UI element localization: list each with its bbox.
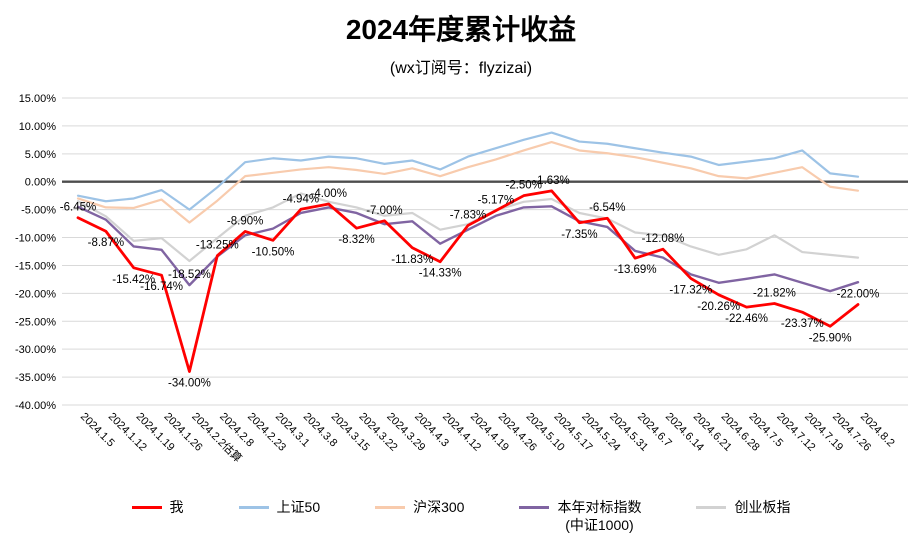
legend-item-3: 本年对标指数 (中证1000) — [519, 498, 641, 534]
legend-line-swatch — [519, 506, 550, 509]
y-axis-tick-label: -25.00% — [15, 316, 56, 328]
point-label-series-0: -13.25% — [196, 240, 239, 252]
point-label-series-0: -2.50% — [505, 180, 541, 192]
legend-label-wrap: 上证50 — [277, 498, 321, 516]
legend-line-swatch — [696, 506, 727, 509]
legend-line-swatch — [131, 506, 162, 509]
series-line-0 — [76, 189, 860, 373]
y-axis-tick-label: -20.00% — [15, 288, 56, 300]
legend-sublabel: (中证1000) — [565, 517, 634, 533]
point-label-series-0: -20.26% — [697, 301, 740, 313]
y-axis-tick-label: 5.00% — [25, 149, 56, 161]
y-axis-tick-label: -35.00% — [15, 372, 56, 384]
point-label-series-3: -18.52% — [168, 269, 211, 281]
point-label-series-0: -22.46% — [725, 313, 768, 325]
point-label-series-0: -10.50% — [252, 246, 295, 258]
series-line-1 — [76, 131, 860, 211]
point-label-series-0: -6.45% — [60, 202, 96, 214]
legend-line-swatch — [238, 506, 269, 509]
legend-item-0: 我 — [131, 498, 184, 516]
point-label-series-0: -22.00% — [837, 289, 880, 301]
point-label-series-0: -5.17% — [478, 195, 514, 207]
legend-label: 本年对标指数 — [557, 499, 642, 515]
point-label-series-0: -6.54% — [589, 202, 625, 214]
point-label-series-0: -23.37% — [781, 318, 824, 330]
y-axis-tick-label: -10.00% — [15, 233, 56, 245]
y-axis-tick-label: -5.00% — [21, 205, 56, 217]
legend-item-2: 沪深300 — [375, 498, 464, 516]
series-line-2 — [76, 140, 860, 224]
point-label-series-0: -34.00% — [168, 378, 211, 390]
legend-label: 上证50 — [276, 499, 321, 515]
y-axis-tick-label: -15.00% — [15, 260, 56, 272]
point-label-series-0: -4.00% — [310, 188, 346, 200]
chart-title: 2024年度累计收益 — [345, 14, 577, 45]
y-axis-tick-label: 0.00% — [25, 177, 56, 189]
point-label-series-0: -16.74% — [140, 281, 183, 293]
legend-item-4: 创业板指 — [696, 498, 790, 516]
legend-item-1: 上证50 — [238, 498, 321, 516]
chart-legend: 我 上证50 沪深300 本年对标指数 (中证1000) 创业板指 — [0, 498, 922, 534]
point-label-series-0: -8.90% — [227, 215, 263, 227]
point-label-series-0: -15.42% — [112, 274, 155, 286]
legend-label-wrap: 创业板指 — [734, 498, 790, 516]
legend-label: 我 — [169, 499, 184, 515]
point-label-series-0: -11.83% — [391, 254, 433, 266]
y-axis-tick-label: 10.00% — [19, 121, 57, 133]
legend-label-wrap: 沪深300 — [413, 498, 464, 516]
legend-label: 沪深300 — [413, 499, 465, 515]
series-line-3 — [76, 205, 860, 293]
point-label-series-0: -8.32% — [338, 234, 374, 246]
cumulative-returns-line-chart: 15.00% 10.00% 5.00% 0.00% -5.00% -10.00% -15.0… — [15, 93, 908, 465]
point-label-series-0: -17.32% — [669, 284, 712, 296]
y-axis-tick-label: -40.00% — [15, 400, 56, 412]
legend-label: 创业板指 — [734, 499, 791, 515]
legend-label-wrap: 我 — [170, 498, 184, 516]
point-label-series-0: -25.90% — [809, 332, 852, 344]
legend-line-swatch — [375, 506, 406, 509]
point-label-series-0: -1.63% — [533, 175, 569, 187]
y-axis-tick-label: 15.00% — [19, 93, 57, 105]
legend-label-wrap: 本年对标指数 (中证1000) — [557, 498, 641, 534]
point-label-series-0: -13.69% — [614, 264, 657, 276]
point-label-series-0: -4.94% — [283, 193, 319, 205]
point-label-series-0: -21.82% — [753, 288, 796, 300]
point-label-series-0: -7.00% — [366, 205, 402, 217]
point-label-series-0: -14.33% — [419, 268, 462, 280]
point-label-series-0: -8.87% — [88, 237, 124, 249]
chart-subtitle: (wx订阅号：flyzizai) — [389, 60, 533, 77]
y-axis-tick-label: -30.00% — [15, 344, 56, 356]
point-label-series-0: -7.83% — [450, 209, 486, 221]
point-label-series-0: -12.08% — [642, 233, 685, 245]
point-label-series-0: -7.35% — [561, 229, 597, 241]
